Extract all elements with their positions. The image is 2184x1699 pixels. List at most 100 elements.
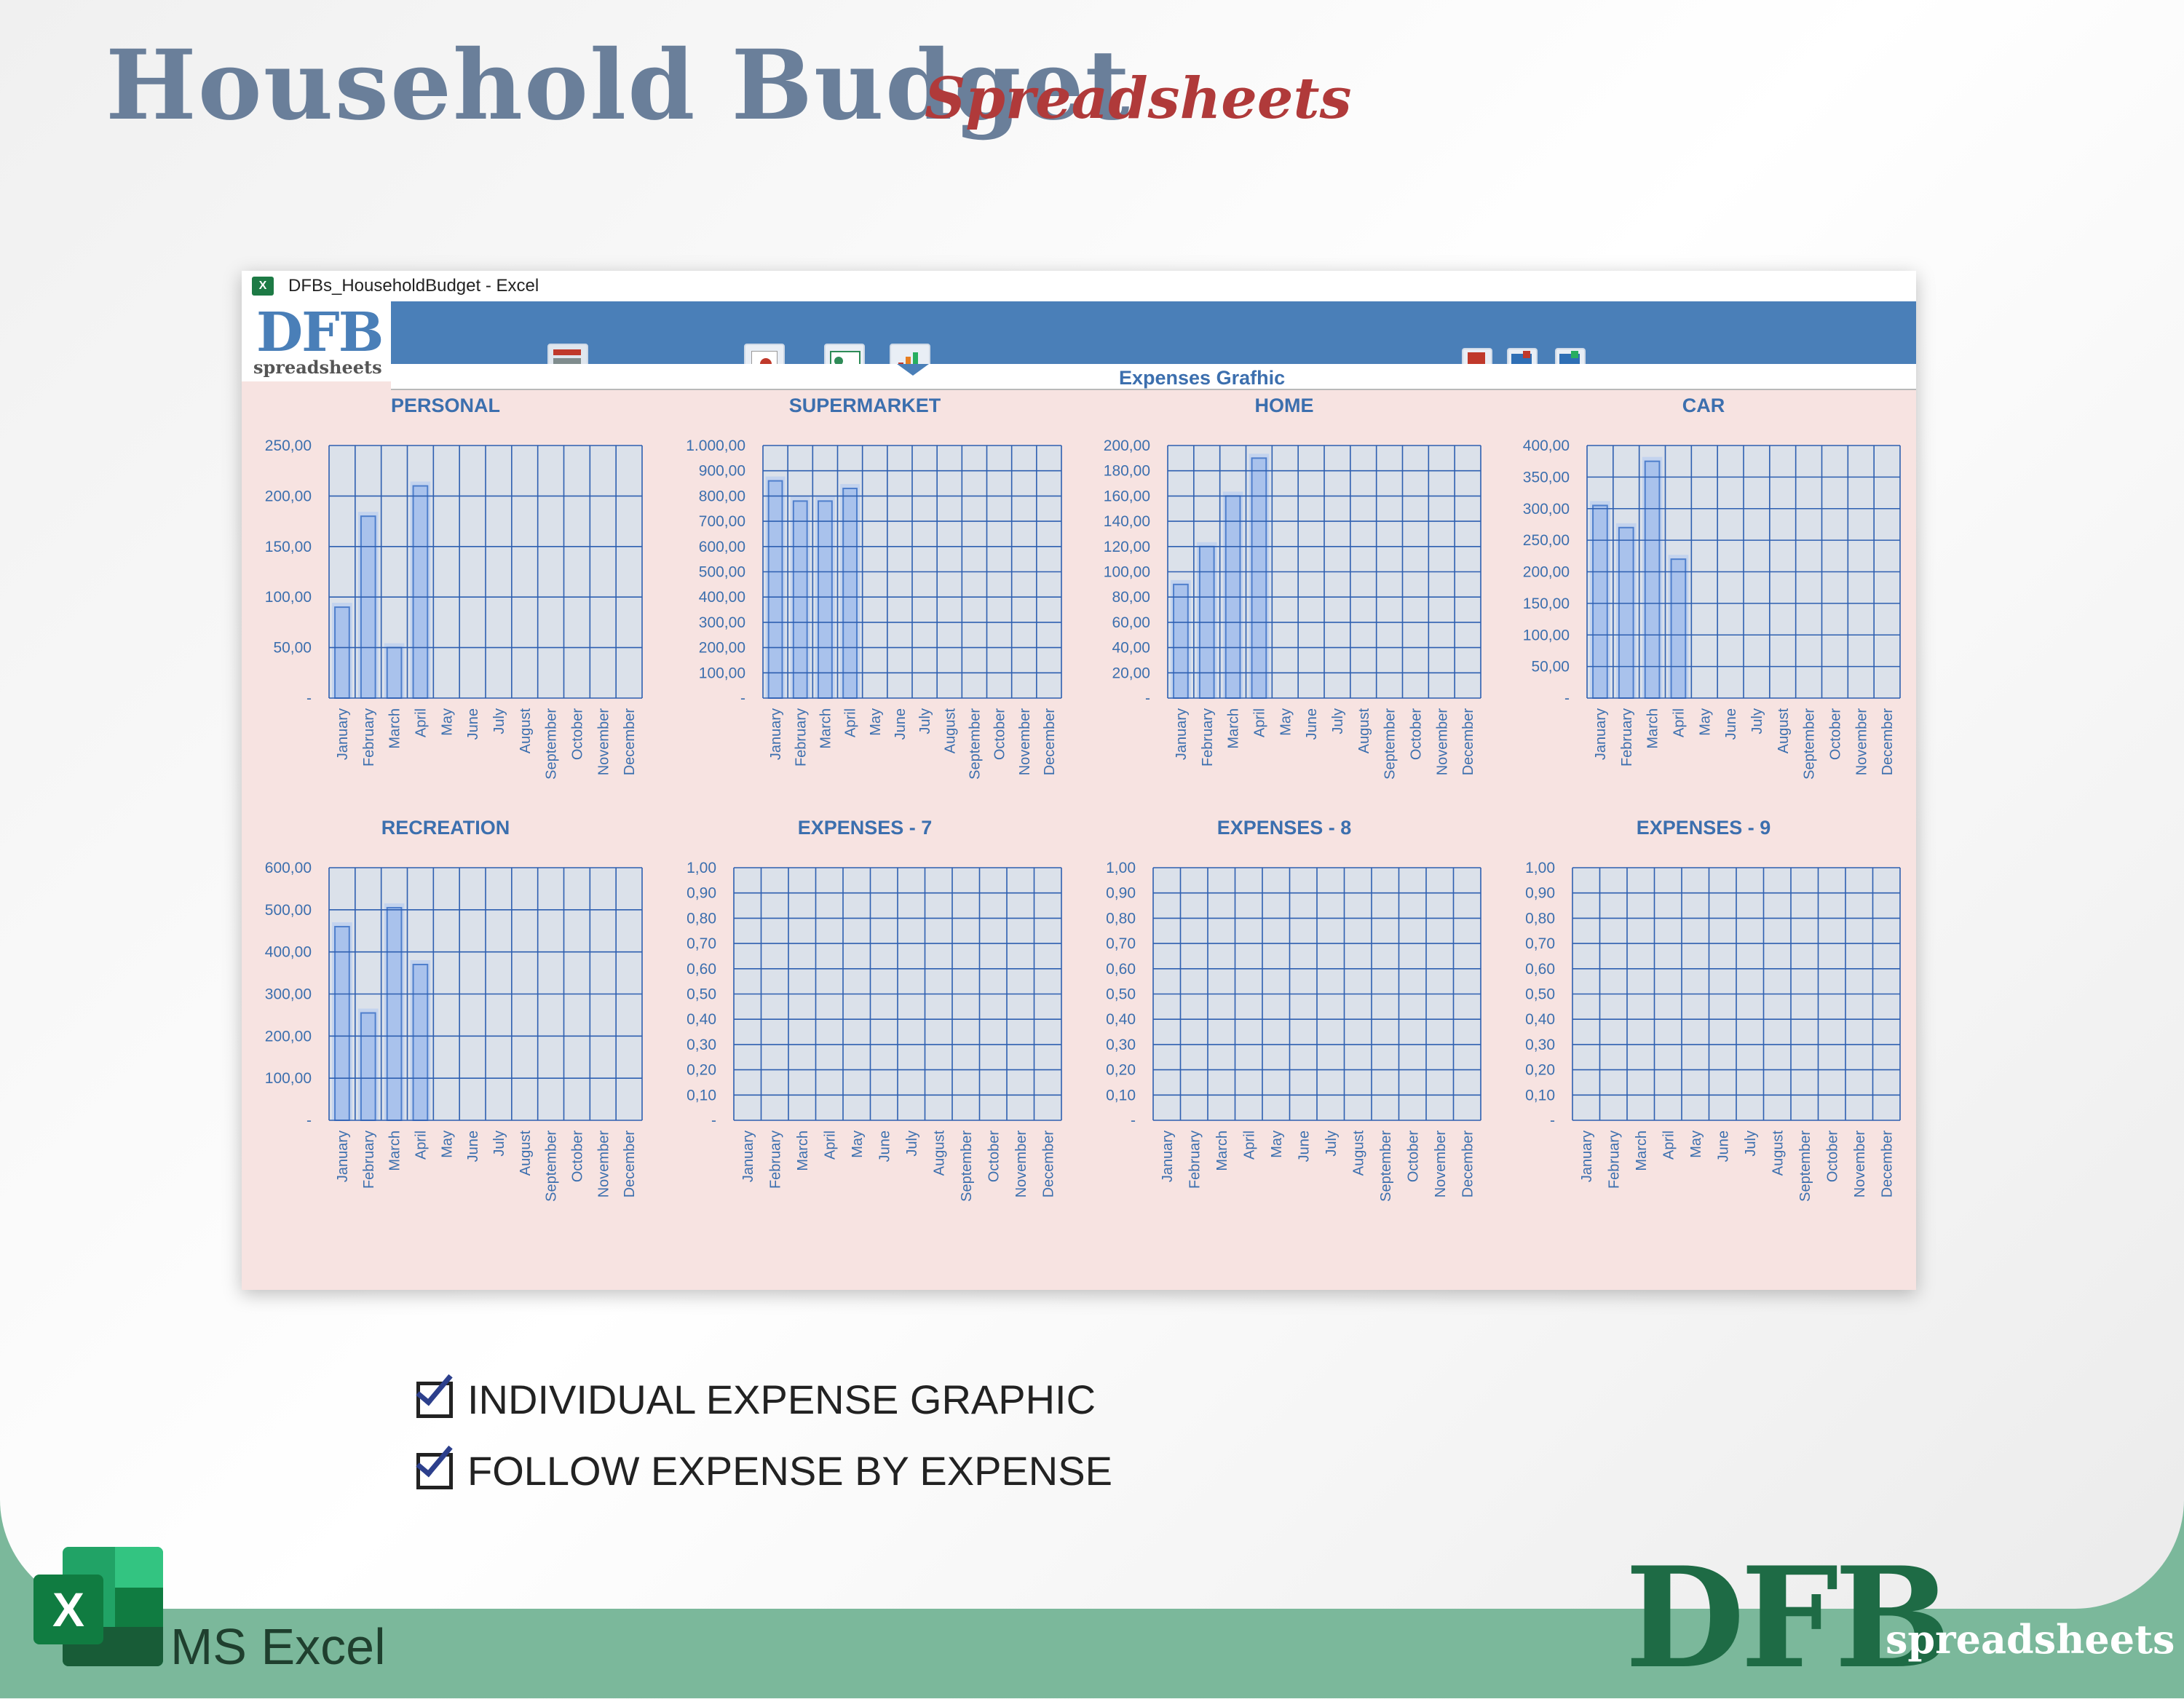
chart-title: PERSONAL (390, 395, 501, 416)
feature-bullet-2: FOLLOW EXPENSE BY EXPENSE (416, 1447, 1112, 1494)
chart-svg: - 50,00 100,00 150,00 200,00 250,00 January Feb… (265, 437, 643, 780)
y-tick-label: 400,00 (265, 944, 312, 961)
x-tick-label: January (740, 1130, 756, 1182)
x-tick-label: March (1214, 1130, 1230, 1171)
y-tick-label: 0,30 (1525, 1037, 1555, 1053)
chart-title: RECREATION (381, 817, 510, 839)
y-tick-label: - (1550, 1112, 1555, 1129)
y-tick-label: 0,80 (1106, 910, 1136, 927)
bar (1670, 558, 1687, 699)
y-tick-label: 50,00 (1531, 659, 1570, 676)
y-tick-label: 600,00 (265, 860, 312, 876)
y-tick-label: 100,00 (265, 589, 312, 606)
expense-chart: EXPENSES - 7 - 0,10 0,20 0,30 0,40 0,50 0,60 0,7… (661, 817, 1069, 1239)
bar (792, 500, 808, 699)
y-tick-label: 1,00 (687, 860, 716, 876)
y-tick-label: 0,30 (687, 1037, 716, 1053)
y-tick-label: 800,00 (699, 488, 745, 504)
x-tick-label: September (544, 1130, 560, 1202)
x-tick-label: July (1324, 1130, 1340, 1157)
x-tick-label: September (967, 708, 983, 780)
x-tick-label: March (818, 708, 834, 749)
y-tick-label: 0,30 (1106, 1037, 1136, 1053)
y-tick-label: 100,00 (699, 665, 745, 681)
x-tick-label: June (465, 708, 481, 740)
x-tick-label: September (544, 708, 560, 780)
y-tick-label: 400,00 (699, 589, 745, 606)
chart-svg: - 0,10 0,20 0,30 0,40 0,50 0,60 0,70 0,80 0,90 1,0… (1106, 860, 1481, 1202)
y-tick-label: 140,00 (1104, 513, 1150, 530)
x-tick-label: January (1160, 1130, 1176, 1182)
y-tick-label: 40,00 (1112, 640, 1150, 657)
app-label: MS Excel (170, 1618, 386, 1675)
chart-title: HOME (1254, 395, 1314, 416)
checkbox-icon (416, 1452, 453, 1489)
x-tick-label: July (491, 1130, 507, 1157)
y-tick-label: 0,20 (1106, 1062, 1136, 1079)
chart-title: EXPENSES - 9 (1636, 817, 1771, 839)
expense-chart: PERSONAL - 50,00 100,00 150,00 200,00 250,00 Ja… (242, 395, 649, 817)
sheet-header: Expenses Grafhic (391, 364, 1916, 390)
x-tick-label: March (387, 708, 403, 749)
chart-title: SUPERMARKET (788, 395, 941, 416)
x-tick-label: April (413, 1130, 429, 1160)
x-tick-label: February (361, 708, 377, 767)
x-tick-label: March (1226, 708, 1242, 749)
x-tick-label: March (387, 1130, 403, 1171)
x-tick-label: August (518, 1130, 534, 1176)
y-tick-label: 0,10 (1525, 1087, 1555, 1104)
x-tick-label: April (1661, 1130, 1677, 1160)
y-tick-label: 0,90 (1525, 885, 1555, 902)
feature-bullet-1: INDIVIDUAL EXPENSE GRAPHIC (416, 1376, 1096, 1423)
x-tick-label: August (1350, 1130, 1366, 1176)
chart-svg: - 20,00 40,00 60,00 80,00 100,00 120,00 140,00 1… (1104, 437, 1481, 780)
x-tick-label: May (439, 1130, 455, 1158)
y-tick-label: 0,50 (1525, 986, 1555, 1003)
y-tick-label: - (1145, 690, 1150, 707)
y-tick-label: 0,50 (687, 986, 716, 1003)
x-tick-label: April (1671, 708, 1687, 737)
x-tick-label: June (1723, 708, 1739, 740)
y-tick-label: 300,00 (1523, 501, 1570, 518)
x-tick-label: January (1593, 708, 1609, 760)
x-tick-label: February (1619, 708, 1635, 767)
x-tick-label: September (1378, 1130, 1394, 1202)
chart-svg: - 0,10 0,20 0,30 0,40 0,50 0,60 0,70 0,80 0,90 1,0… (687, 860, 1062, 1202)
excel-window: X DFBs_HouseholdBudget - Excel (242, 271, 1916, 1290)
y-tick-label: 0,20 (687, 1062, 716, 1079)
excel-app-icon: X (252, 277, 274, 296)
x-tick-label: July (904, 1130, 920, 1157)
bar (360, 1012, 376, 1121)
bar (1173, 583, 1189, 699)
y-tick-label: 300,00 (699, 614, 745, 631)
y-tick-label: 200,00 (265, 1028, 312, 1045)
x-tick-label: August (931, 1130, 947, 1176)
chart-title: CAR (1682, 395, 1725, 416)
expense-chart: HOME - 20,00 40,00 60,00 80,00 100,00 120,00 140… (1080, 395, 1488, 817)
y-tick-label: 500,00 (265, 902, 312, 919)
x-tick-label: November (596, 1130, 612, 1198)
window-title: DFBs_HouseholdBudget - Excel (288, 276, 539, 296)
bar (842, 487, 858, 700)
x-tick-label: May (1688, 1130, 1704, 1158)
y-tick-label: 0,90 (687, 885, 716, 902)
x-tick-label: July (491, 708, 507, 734)
bar (360, 515, 376, 699)
x-tick-label: August (1356, 708, 1372, 754)
x-tick-label: February (1606, 1130, 1622, 1189)
x-tick-label: April (1241, 1130, 1257, 1160)
y-tick-label: 0,10 (1106, 1087, 1136, 1104)
x-tick-label: February (1200, 708, 1216, 767)
y-tick-label: - (1564, 690, 1570, 707)
x-tick-label: June (1304, 708, 1320, 740)
page-title: Household Budget (106, 29, 1131, 142)
expense-chart: SUPERMARKET - 100,00 200,00 300,00 400,00 500,… (661, 395, 1069, 817)
y-tick-label: 250,00 (1523, 532, 1570, 549)
x-tick-label: December (1879, 1130, 1895, 1198)
x-tick-label: January (1579, 1130, 1595, 1182)
x-tick-label: January (768, 708, 784, 760)
x-tick-label: October (569, 708, 585, 760)
x-tick-label: May (439, 708, 455, 736)
y-tick-label: 350,00 (1523, 469, 1570, 486)
x-tick-label: November (1013, 1130, 1029, 1198)
